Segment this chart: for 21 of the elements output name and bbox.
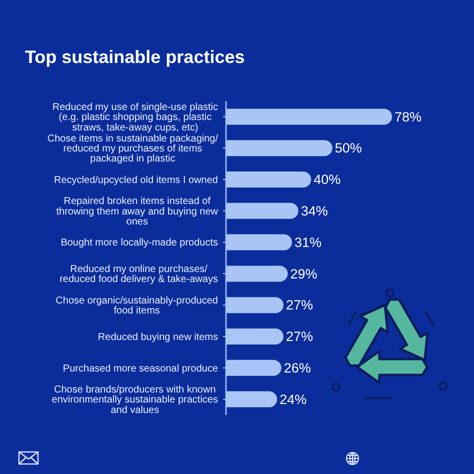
y-tick-label: Purchased more seasonal produce [62, 363, 218, 374]
data-label: 78% [394, 109, 422, 124]
data-label: 34% [300, 204, 328, 218]
y-tick-label: Recycled/upcycled old items I owned [54, 174, 218, 186]
y-tick-label: Repaired broken items instead of throwing them away and buying new ones [56, 196, 219, 228]
data-label: 29% [290, 266, 318, 282]
y-tick-label: Reduced my use of single-use plastic (e.g. plastic shopping bags, plastic straws, take-away cups, etc) [52, 102, 218, 134]
data-label: 50% [334, 140, 362, 156]
chart-title: Top sustainable practices [25, 47, 245, 67]
y-tick-label: Chose organic/sustainably-produced food items [56, 295, 218, 317]
data-label: 24% [280, 392, 307, 407]
data-label: 40% [314, 172, 341, 188]
y-tick-label: Reduced my online purchases/ reduced food delivery & take-aways [60, 264, 218, 286]
data-label: 31% [294, 234, 322, 250]
data-label: 26% [284, 360, 311, 376]
y-tick-label: Chose items in sustainable packaging/ reduced my purchases of items packaged in plastic [47, 133, 218, 165]
y-tick-label: Reduced buying new items [98, 332, 218, 343]
y-tick-label: Bought more locally-made products [60, 238, 218, 249]
data-label: 27% [286, 298, 313, 313]
data-label: 27% [286, 329, 313, 344]
y-tick-label: Chose brands/producers with known environmentally sustainable practices and values [52, 384, 218, 416]
